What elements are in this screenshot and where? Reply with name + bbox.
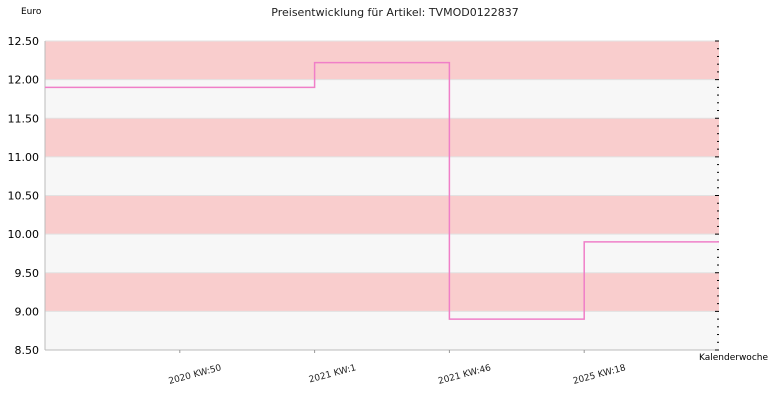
chart-title: Preisentwicklung für Artikel: TVMOD01228… [271,6,518,19]
plot-band [45,272,719,312]
y-tick-label: 8.50 [15,344,40,357]
y-tick-label: 11.00 [8,151,40,164]
series-layer [45,61,719,320]
plot-bands [45,41,719,350]
y-tick-label: 10.50 [8,190,40,203]
y-tick-label: 10.00 [8,228,40,241]
axes [44,40,719,353]
price-step-line [45,61,719,320]
y-tick-label: 12.50 [8,35,40,48]
x-tick-label: 2020 KW:50 [168,363,223,387]
plot-band [45,234,719,273]
x-tick-label: 2021 KW:1 [308,363,357,385]
x-tick-label: 2021 KW:46 [437,363,492,387]
y-tick-labels: 12.50 12.00 11.50 11.00 10.50 10.00 9.50 9.00 8.… [8,35,40,357]
y-tick-label: 9.00 [15,305,40,318]
y-axis-label: Euro [21,7,42,17]
plot-band [45,118,719,157]
plot-band [45,79,719,119]
plot-band [45,311,719,350]
x-axis-label: Kalenderwoche [699,353,768,363]
y-tick-label: 12.00 [8,74,40,87]
plot-band [45,156,719,196]
x-tick-label: 2025 KW:18 [572,363,627,387]
x-tick-labels: 2020 KW:50 2021 KW:1 2021 KW:46 2025 KW:18 [168,363,628,387]
plot-band [45,41,719,80]
plot-band [45,195,719,235]
y-tick-label: 9.50 [15,267,40,280]
y-tick-label: 11.50 [8,112,40,125]
